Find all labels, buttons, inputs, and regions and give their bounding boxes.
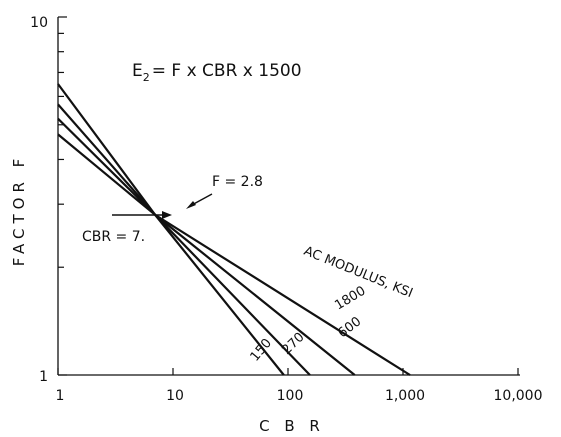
series-label-1800: 1800	[332, 284, 368, 314]
y-minor-ticks	[58, 16, 67, 376]
annotation-f: F = 2.8	[212, 174, 263, 190]
x-tick-label-1: 1	[56, 388, 65, 404]
x-major-ticks	[57, 368, 519, 375]
x-tick-label-1000: 1,000	[385, 388, 425, 404]
y-tick-label-10: 10	[30, 15, 48, 31]
equation-subscript: 2	[143, 71, 150, 84]
annotation-cbr-arrowhead	[162, 211, 172, 219]
x-axis-title: C B R	[259, 417, 325, 435]
x-tick-label-10: 10	[166, 388, 184, 404]
x-tick-label-100: 100	[277, 388, 304, 404]
annotation-f-arrowhead	[186, 201, 196, 209]
x-tick-label-10000: 10,000	[494, 388, 543, 404]
y-axis-title: FACTOR F	[10, 154, 28, 267]
equation-main: E	[132, 61, 143, 81]
equation: E2 = F x CBR x 1500	[132, 61, 302, 84]
annotation-cbr: CBR = 7.	[82, 229, 145, 245]
equation-rest: = F x CBR x 1500	[152, 61, 302, 81]
y-tick-label-1: 1	[39, 369, 48, 385]
